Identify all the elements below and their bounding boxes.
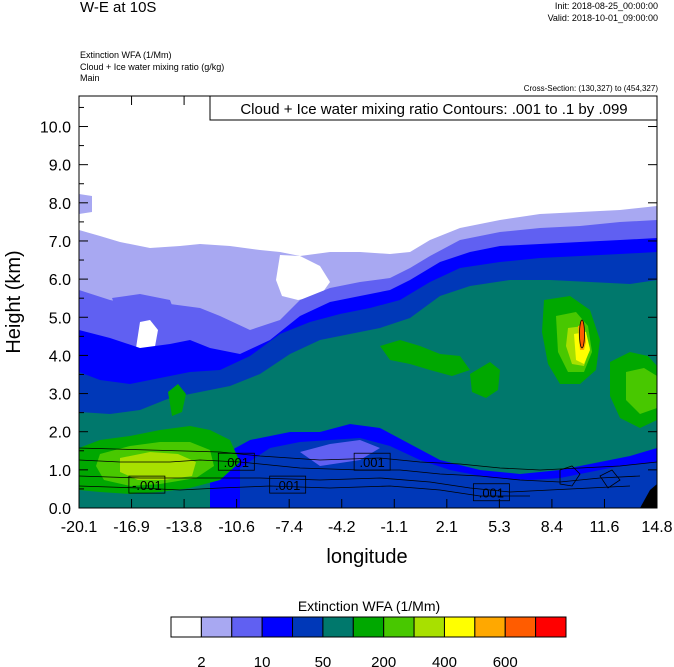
contour-label: .001 xyxy=(269,475,307,494)
fill-level-300 xyxy=(168,384,186,416)
heatmap-fill xyxy=(79,96,657,508)
colorbar-swatch xyxy=(261,616,294,638)
x-tick-label: -20.1 xyxy=(61,519,98,536)
x-tick-label: 11.6 xyxy=(589,519,619,536)
contour-info-text: Cloud + Ice water mixing ratio Contours:… xyxy=(240,101,627,118)
y-tick-label: 0.0 xyxy=(49,501,71,518)
y-tick-label: 9.0 xyxy=(49,158,71,175)
terrain xyxy=(640,484,657,508)
fill-level-300 xyxy=(470,362,500,398)
y-tick-label: 3.0 xyxy=(49,387,71,404)
x-tick-label: -4.2 xyxy=(328,519,356,536)
colorbar-label: 400 xyxy=(432,654,457,667)
contour-label-text: .001 xyxy=(275,478,300,493)
contour-label: .001 xyxy=(353,452,391,471)
colorbar-swatch xyxy=(170,616,202,638)
x-tick-label: -1.1 xyxy=(380,519,408,536)
fill-level-2-cap xyxy=(79,194,92,214)
contour-label-text: .001 xyxy=(224,455,249,470)
fill-level-800 xyxy=(579,319,585,349)
x-tick-label: 2.1 xyxy=(436,519,458,536)
colorbar-swatch xyxy=(292,616,324,638)
plot-title: W-E at 10S xyxy=(80,0,157,16)
fill-level-400 xyxy=(626,368,657,414)
cross-section-label: Cross-Section: (130,327) to (454,327) xyxy=(523,84,658,93)
x-tick-label: 5.3 xyxy=(488,519,510,536)
colorbar-label: 10 xyxy=(254,654,271,667)
y-tick-label: 2.0 xyxy=(49,425,71,442)
contour-label: .001 xyxy=(217,452,255,471)
colorbar-swatch xyxy=(352,616,385,638)
y-tick-label: 4.0 xyxy=(49,348,71,365)
field-name-main: Main xyxy=(80,73,100,83)
colorbar-swatch xyxy=(383,616,415,638)
y-axis-label: Height (km) xyxy=(3,250,25,353)
y-tick-label: 10.0 xyxy=(40,120,71,137)
y-tick-label: 5.0 xyxy=(49,310,71,327)
x-tick-label: -7.4 xyxy=(275,519,303,536)
colorbar-swatch xyxy=(474,616,506,638)
contour-label-text: .001 xyxy=(359,455,384,470)
colorbar-label: 600 xyxy=(493,654,518,667)
colorbar-swatch xyxy=(443,616,476,638)
x-tick-label: 8.4 xyxy=(541,519,563,536)
colorbar-swatch xyxy=(413,616,445,638)
colorbar-label: 200 xyxy=(371,654,396,667)
colorbar-swatch xyxy=(535,616,567,638)
contour-label: -.001 xyxy=(128,475,166,494)
y-tick-label: 8.0 xyxy=(49,196,71,213)
valid-time: Valid: 2018-10-01_09:00:00 xyxy=(547,13,658,23)
fill-level-10-blob xyxy=(112,294,176,322)
fill-level-10-lower xyxy=(300,440,380,466)
contour-label-text: .001 xyxy=(479,486,504,501)
white-gap xyxy=(276,255,330,300)
colorbar-swatch xyxy=(322,616,354,638)
colorbar-label: 2 xyxy=(197,654,205,667)
y-axis-ticks: 0.0 1.0 2.0 3.0 4.0 5.0 6.0 7.0 8.0 9.0 10.0 xyxy=(40,106,657,518)
contour-labels: .001 -.001 .001 .001 .001 xyxy=(128,452,510,502)
colorbar-title: Extinction WFA (1/Mm) xyxy=(298,598,440,614)
contour-label: .001 xyxy=(472,483,510,502)
colorbar-label: 50 xyxy=(315,654,332,667)
x-axis-label: longitude xyxy=(326,546,407,568)
colorbar xyxy=(170,616,567,638)
fill-level-500 xyxy=(120,452,196,480)
y-tick-label: 7.0 xyxy=(49,234,71,251)
x-tick-label: -10.6 xyxy=(218,519,255,536)
x-tick-label: -13.8 xyxy=(166,519,203,536)
contour-label-text: -.001 xyxy=(132,478,162,493)
colorbar-swatch xyxy=(231,616,263,638)
field-name-extinction: Extinction WFA (1/Mm) xyxy=(80,50,172,60)
contour-info-box: Cloud + Ice water mixing ratio Contours:… xyxy=(209,95,658,121)
field-name-mixing-ratio: Cloud + Ice water mixing ratio (g/kg) xyxy=(80,62,225,72)
init-time: Init: 2018-08-25_00:00:00 xyxy=(554,1,658,11)
fill-level-300 xyxy=(380,340,470,376)
x-axis-ticks: -20.1 -16.9 -13.8 -10.6 -7.4 -4.2 -1.1 2.1 5.3 8.… xyxy=(61,96,673,536)
colorbar-swatch xyxy=(504,616,537,638)
x-tick-label: -16.9 xyxy=(113,519,150,536)
colorbar-swatch xyxy=(200,616,233,638)
y-tick-label: 1.0 xyxy=(49,463,71,480)
x-tick-label: 14.8 xyxy=(641,519,672,536)
colorbar-labels: 2 10 50 200 400 600 xyxy=(197,654,518,667)
y-tick-label: 6.0 xyxy=(49,272,71,289)
